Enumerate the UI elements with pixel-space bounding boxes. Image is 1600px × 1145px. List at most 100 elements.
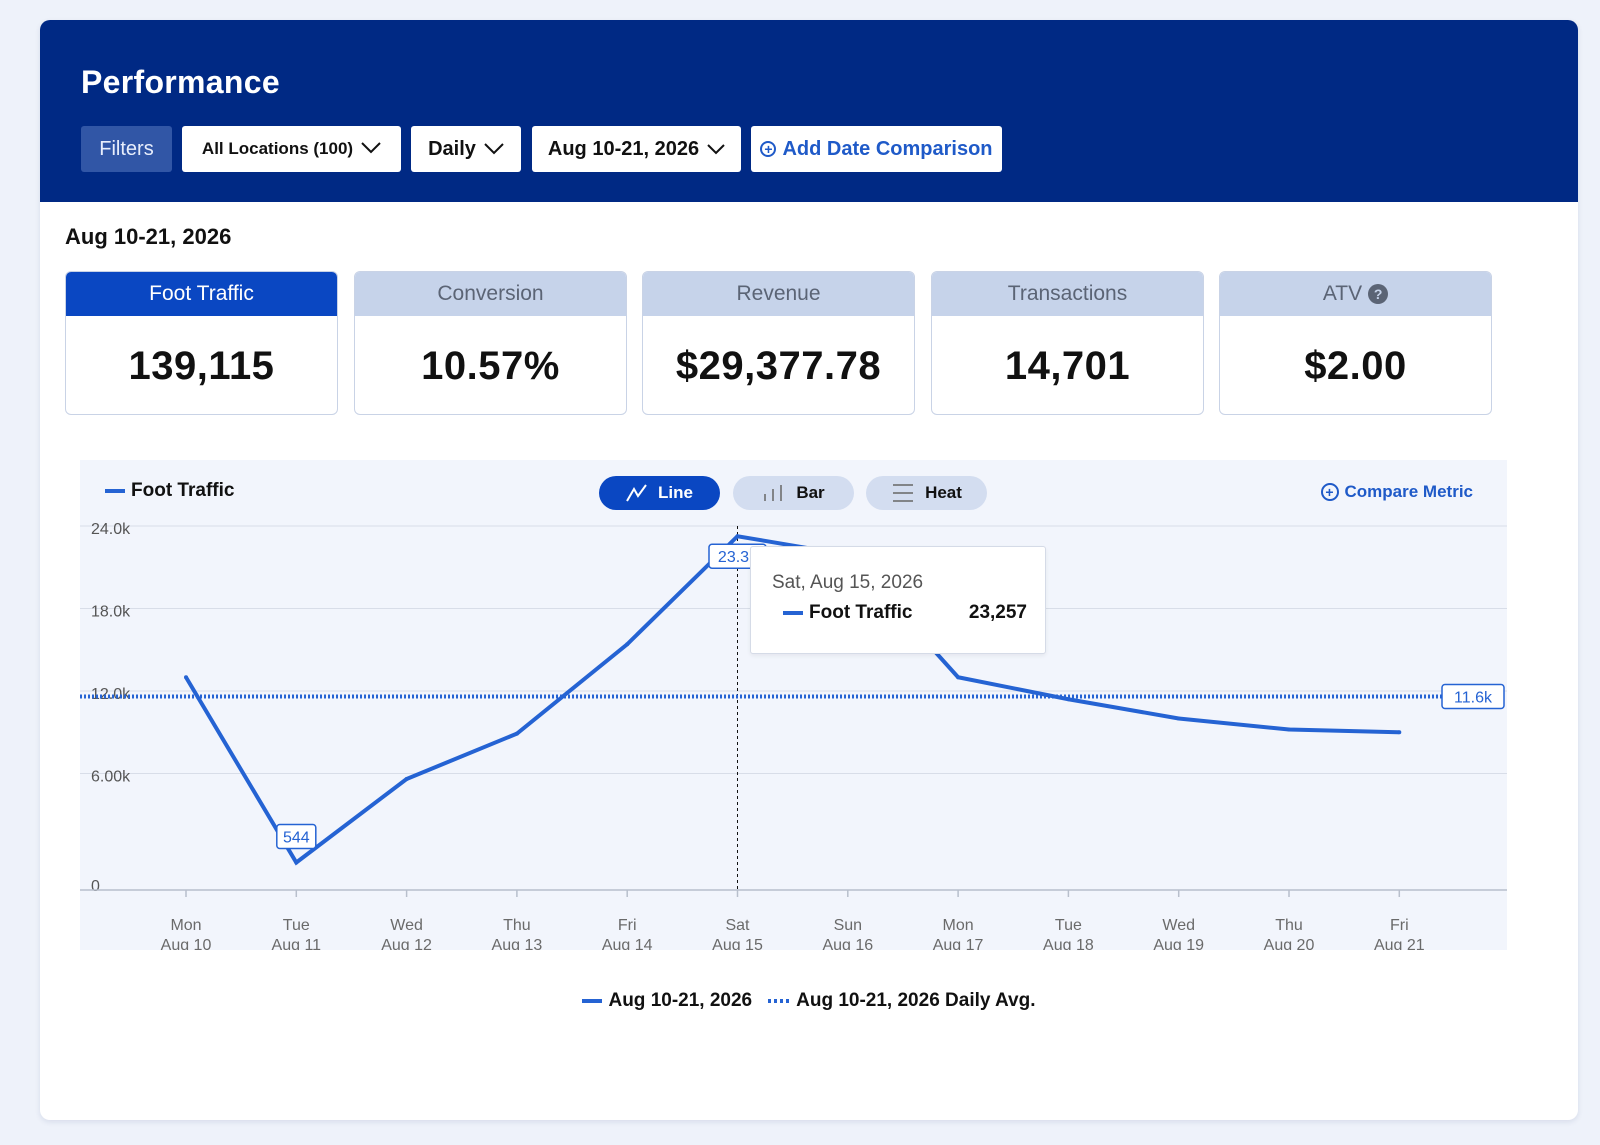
add-comparison-label: Add Date Comparison [782, 137, 993, 160]
data-point [625, 642, 630, 647]
kpi-atv[interactable]: ATV ? $2.00 [1219, 271, 1492, 415]
chart-metric-legend: Foot Traffic [105, 480, 234, 502]
chart-legend: Aug 10-21, 2026 Aug 10-21, 2026 Daily Av… [40, 990, 1578, 1012]
dotted-swatch [768, 999, 791, 1003]
performance-card: Performance Filters All Locations (100) … [40, 20, 1578, 1120]
legend-series-label: Aug 10-21, 2026 [608, 990, 753, 1011]
tooltip-value: 23,257 [968, 602, 1027, 623]
page-title: Performance [81, 64, 280, 100]
chevron-down-icon [361, 139, 381, 159]
x-tick-date-label: Aug 11 [272, 937, 322, 950]
kpi-revenue[interactable]: Revenue $29,377.78 [642, 271, 915, 415]
period-label: Daily [428, 137, 476, 160]
x-tick-date-label: Aug 13 [492, 937, 543, 950]
foot-traffic-line-chart: 0 6.00k 12.0k 18.0k 24.0k Mon Aug 10 Tue Aug 11 W… [80, 521, 1507, 950]
daily-average-label: 11.6k [1454, 690, 1493, 707]
chart-type-line-button[interactable]: Line [599, 476, 720, 510]
data-point [956, 675, 961, 680]
compare-metric-label: Compare Metric [1344, 482, 1473, 501]
y-tick-label: 24.0k [91, 521, 131, 538]
x-tick-date-label: Aug 12 [381, 937, 432, 950]
chart-panel: 0 6.00k 12.0k 18.0k 24.0k Mon Aug 10 Tue Aug 11 W… [80, 460, 1507, 950]
kpi-value: 14,701 [1004, 343, 1131, 388]
x-tick-day-label: Sat [725, 917, 750, 934]
kpi-foot-traffic[interactable]: Foot Traffic 139,115 [65, 271, 338, 415]
question-circle-icon[interactable]: ? [1368, 284, 1389, 304]
locations-dropdown[interactable]: All Locations (100) [182, 126, 401, 172]
line-chart-icon [626, 484, 648, 502]
x-tick-day-label: Tue [1055, 917, 1082, 934]
x-tick-date-label: Aug 10 [161, 937, 212, 950]
data-point [735, 534, 740, 539]
kpi-header: ATV ? [1220, 272, 1491, 316]
kpi-transactions[interactable]: Transactions 14,701 [931, 271, 1204, 415]
plus-circle-icon: + [1320, 483, 1339, 501]
series-swatch [105, 489, 125, 493]
x-tick-date-label: Aug 18 [1043, 937, 1094, 950]
kpi-value: $2.00 [1304, 343, 1407, 388]
kpi-label: ATV [1322, 282, 1363, 305]
kpi-label: Conversion [355, 272, 626, 316]
filters-button[interactable]: Filters [81, 126, 172, 172]
chart-type-label: Line [658, 483, 693, 502]
data-point [404, 777, 409, 781]
chart-tooltip: Sat, Aug 15, 2026 Foot Traffic 23,257 [750, 546, 1046, 654]
kpi-label: Revenue [643, 272, 914, 316]
x-tick-day-label: Fri [618, 917, 637, 934]
x-tick-day-label: Sun [834, 917, 862, 934]
kpi-conversion[interactable]: Conversion 10.57% [354, 271, 627, 415]
y-tick-label: 0 [91, 878, 100, 895]
x-tick-day-label: Mon [170, 917, 201, 934]
tooltip-row: Foot Traffic 23,257 [783, 602, 1027, 624]
x-tick-day-label: Fri [1390, 917, 1409, 934]
chart-type-heat-button[interactable]: Heat [866, 476, 987, 510]
kpi-label: Foot Traffic [66, 272, 337, 316]
tooltip-series-name: Foot Traffic [809, 602, 913, 623]
x-tick-day-label: Thu [1275, 917, 1303, 934]
daily-average-label-box [1441, 683, 1505, 710]
x-tick-date-label: Aug 20 [1264, 937, 1315, 950]
y-tick-label: 12.0k [91, 686, 131, 703]
y-tick-label: 18.0k [91, 604, 131, 621]
point-label-box [276, 823, 317, 850]
chevron-down-icon [484, 138, 504, 161]
date-range-dropdown[interactable]: Aug 10-21, 2026 [532, 126, 741, 172]
plus-circle-icon: + [760, 141, 777, 157]
data-point [514, 731, 519, 736]
date-range-heading: Aug 10-21, 2026 [65, 224, 232, 249]
x-tick-day-label: Tue [283, 917, 310, 934]
point-label: 23.3k [718, 549, 758, 566]
legend-item-daily-avg[interactable]: Aug 10-21, 2026 Daily Avg. [768, 990, 1036, 1012]
x-tick-day-label: Wed [1162, 917, 1195, 934]
kpi-value: 139,115 [128, 343, 275, 388]
heat-map-icon [891, 483, 915, 503]
compare-metric-button[interactable]: + Compare Metric [1320, 482, 1473, 502]
x-tick-day-label: Mon [943, 917, 974, 934]
series-line [184, 534, 1400, 866]
x-tick-date-label: Aug 17 [933, 937, 984, 950]
chart-type-label: Heat [925, 483, 962, 502]
x-tick-date-label: Aug 21 [1374, 937, 1425, 950]
data-point [1397, 730, 1402, 735]
x-tick-date-label: Aug 15 [712, 937, 763, 950]
point-label: 544 [283, 830, 310, 847]
chart-type-bar-button[interactable]: Bar [733, 476, 854, 510]
x-tick-date-label: Aug 14 [602, 937, 653, 950]
x-tick-date-label: Aug 16 [822, 937, 873, 950]
locations-label: All Locations (100) [201, 139, 354, 158]
legend-item-series[interactable]: Aug 10-21, 2026 [582, 990, 752, 1012]
performance-header: Performance Filters All Locations (100) … [40, 20, 1578, 202]
y-tick-label: 6.00k [91, 769, 131, 786]
series-swatch [582, 999, 603, 1003]
kpi-value: $29,377.78 [675, 343, 882, 388]
period-dropdown[interactable]: Daily [411, 126, 521, 172]
x-tick-day-label: Wed [390, 917, 423, 934]
data-point [1176, 716, 1181, 721]
legend-avg-label: Aug 10-21, 2026 Daily Avg. [796, 990, 1036, 1011]
chart-type-label: Bar [796, 483, 825, 502]
kpi-value: 10.57% [421, 343, 560, 388]
add-date-comparison-button[interactable]: + Add Date Comparison [751, 126, 1002, 172]
chevron-down-icon [707, 138, 725, 161]
x-tick-date-label: Aug 19 [1153, 937, 1204, 950]
tooltip-date: Sat, Aug 15, 2026 [772, 572, 924, 593]
